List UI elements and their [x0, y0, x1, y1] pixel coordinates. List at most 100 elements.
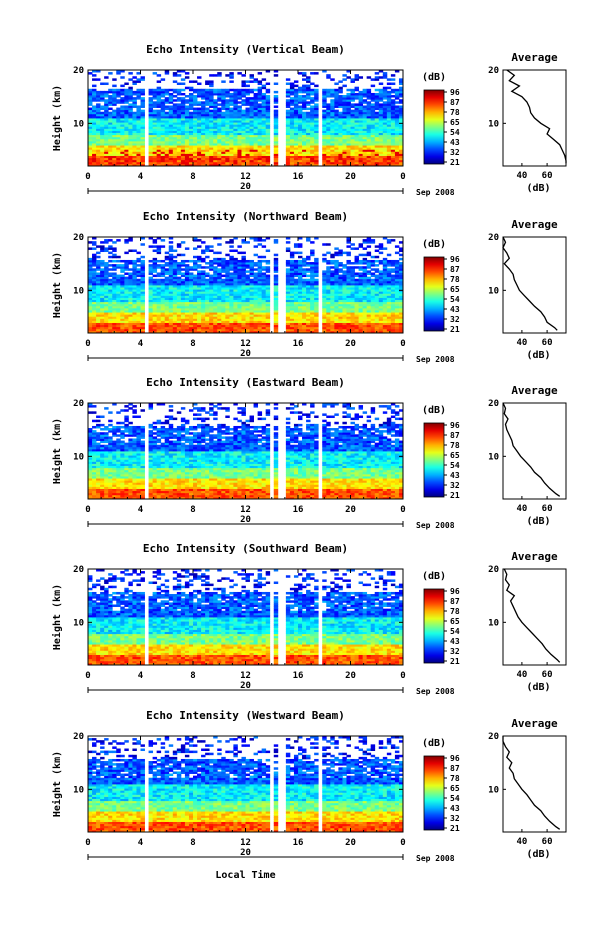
colorbar-tick-label: 43 — [450, 471, 460, 480]
date-month-label: Sep 2008 — [416, 188, 455, 197]
x-tick-label: 0 — [400, 172, 405, 182]
avg-y-tick-label: 20 — [488, 66, 499, 76]
y-tick-label: 10 — [73, 618, 84, 628]
colorbar-tick-label: 32 — [450, 481, 460, 490]
avg-title: Average — [511, 218, 558, 231]
y-tick-label: 20 — [73, 565, 84, 575]
colorbar-tick-label: 54 — [450, 128, 460, 137]
colorbar-tick-label: 65 — [450, 784, 460, 793]
avg-y-tick-label: 10 — [488, 119, 499, 129]
avg-y-tick-label: 20 — [488, 565, 499, 575]
avg-profile-line — [502, 736, 561, 830]
panel-3: Echo Intensity (Southward Beam) 20 10 Heigh… — [51, 542, 567, 696]
colorbar-tick-label: 78 — [450, 607, 460, 616]
date-day-label: 20 — [240, 848, 251, 858]
x-tick-label: 20 — [345, 172, 356, 182]
x-tick-label: 16 — [293, 505, 304, 515]
x-tick-label: 16 — [293, 671, 304, 681]
heatmap-cells — [88, 237, 404, 334]
date-day-label: 20 — [240, 349, 251, 359]
avg-x-label: (dB) — [526, 183, 550, 194]
avg-profile-line — [506, 69, 567, 164]
colorbar — [423, 588, 445, 664]
y-tick-label: 10 — [73, 785, 84, 795]
date-month-label: Sep 2008 — [416, 854, 455, 863]
colorbar-tick-label: 87 — [450, 764, 460, 773]
y-tick-label: 10 — [73, 452, 84, 462]
avg-x-tick-label: 60 — [542, 504, 553, 514]
colorbar-unit: (dB) — [422, 738, 446, 749]
avg-x-label: (dB) — [526, 350, 550, 361]
panel-2: Echo Intensity (Eastward Beam) 20 10 Height… — [51, 376, 567, 530]
y-tick-label: 10 — [73, 119, 84, 129]
avg-x-label: (dB) — [526, 516, 550, 527]
x-tick-label: 8 — [190, 671, 195, 681]
avg-profile-line — [503, 568, 561, 663]
x-tick-label: 20 — [345, 339, 356, 349]
colorbar — [423, 422, 445, 498]
x-tick-label: 4 — [138, 838, 144, 848]
avg-profile-line — [502, 236, 558, 331]
colorbar-tick-label: 32 — [450, 315, 460, 324]
average-profile-panel: Average 20 10 40 60 (dB) — [488, 717, 567, 860]
x-tick-label: 4 — [138, 505, 144, 515]
colorbar-tick-label: 96 — [450, 754, 460, 763]
colorbar-tick-label: 43 — [450, 804, 460, 813]
x-tick-label: 20 — [345, 505, 356, 515]
x-tick-label: 0 — [400, 838, 405, 848]
colorbar-unit: (dB) — [422, 405, 446, 416]
y-tick-label: 20 — [73, 66, 84, 76]
y-tick-label: 20 — [73, 732, 84, 742]
avg-x-tick-label: 40 — [516, 670, 527, 680]
x-tick-label: 4 — [138, 339, 144, 349]
x-tick-label: 0 — [400, 671, 405, 681]
x-tick-label: 8 — [190, 339, 195, 349]
x-tick-label: 20 — [345, 671, 356, 681]
panel-0: Echo Intensity (Vertical Beam) 20 10 Height… — [51, 43, 567, 197]
heatmap-cells — [88, 403, 404, 500]
colorbar-unit: (dB) — [422, 72, 446, 83]
avg-frame — [502, 735, 567, 833]
colorbar-tick-label: 32 — [450, 814, 460, 823]
avg-x-tick-label: 40 — [516, 504, 527, 514]
avg-title: Average — [511, 550, 558, 563]
x-tick-label: 20 — [345, 838, 356, 848]
date-day-label: 20 — [240, 681, 251, 691]
x-tick-label: 12 — [240, 671, 251, 681]
colorbar-tick-label: 96 — [450, 421, 460, 430]
x-tick-label: 8 — [190, 172, 195, 182]
avg-x-tick-label: 60 — [542, 171, 553, 181]
x-tick-label: 0 — [85, 172, 90, 182]
colorbar-tick-label: 54 — [450, 627, 460, 636]
x-tick-label: 8 — [190, 505, 195, 515]
heatmap-cells — [88, 569, 404, 666]
colorbar-tick-label: 21 — [450, 325, 460, 334]
y-tick-label: 10 — [73, 286, 84, 296]
colorbar-tick-label: 54 — [450, 461, 460, 470]
colorbar-tick-label: 32 — [450, 647, 460, 656]
y-axis-label: Height (km) — [51, 418, 63, 484]
panel-title: Echo Intensity (Southward Beam) — [143, 542, 348, 555]
x-tick-label: 4 — [138, 172, 144, 182]
colorbar-tick-label: 96 — [450, 587, 460, 596]
colorbar-tick-label: 21 — [450, 158, 460, 167]
y-tick-label: 20 — [73, 399, 84, 409]
colorbar-unit: (dB) — [422, 571, 446, 582]
x-tick-label: 16 — [293, 838, 304, 848]
avg-frame — [502, 402, 567, 500]
avg-y-tick-label: 10 — [488, 618, 499, 628]
avg-x-tick-label: 40 — [516, 837, 527, 847]
x-tick-label: 12 — [240, 505, 251, 515]
colorbar-tick-label: 78 — [450, 441, 460, 450]
colorbar-tick-label: 54 — [450, 295, 460, 304]
x-tick-label: 12 — [240, 339, 251, 349]
average-profile-panel: Average 20 10 40 60 (dB) — [488, 384, 567, 527]
average-profile-panel: Average 20 10 40 60 (dB) — [488, 550, 567, 693]
colorbar-tick-label: 21 — [450, 824, 460, 833]
colorbar — [423, 89, 445, 165]
x-tick-label: 0 — [85, 505, 90, 515]
y-axis-label: Height (km) — [51, 751, 63, 817]
avg-y-tick-label: 10 — [488, 785, 499, 795]
colorbar-tick-label: 96 — [450, 88, 460, 97]
